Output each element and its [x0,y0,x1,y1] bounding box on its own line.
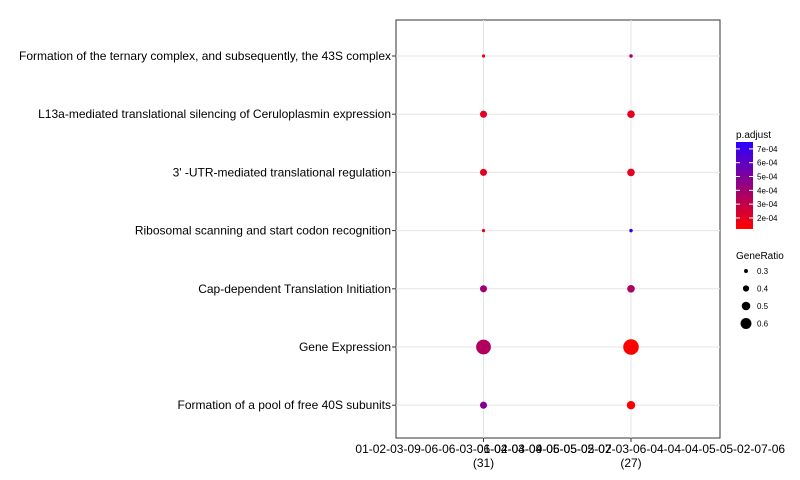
size-legend-dot [742,285,750,292]
size-legend-dot [744,269,748,273]
data-points [476,54,639,410]
y-tick-label: Formation of the ternary complex, and su… [19,49,391,63]
data-point [623,339,639,355]
size-legend-label: 0.6 [757,320,769,329]
color-legend-title: p.adjust [736,130,771,141]
data-point [627,284,635,293]
color-legend: p.adjust 7e-04 6e-04 5e-04 4e-04 3e-04 2e-04 [736,130,778,229]
x-tick-count-label: (27) [620,456,641,470]
y-tick-label: Cap-dependent Translation Initiation [198,282,391,296]
y-tick-label: L13a-mediated translational silencing of… [38,107,391,121]
y-tick-label: Gene Expression [299,340,391,354]
data-point [627,168,635,177]
color-legend-label: 4e-04 [757,186,778,195]
data-point [481,54,486,58]
size-legend-dot [740,318,752,329]
size-legend-dot [741,301,751,311]
size-legend-title: GeneRatio [736,251,784,262]
y-tick-label: Ribosomal scanning and start codon recog… [135,224,391,238]
x-tick-label: 01-02-03-09-06-06-03-06-04-04-04-05-05-0… [355,442,611,456]
data-point [629,54,633,58]
y-tick-label: 3' -UTR-mediated translational regulatio… [173,165,391,179]
x-axis: 01-02-03-09-06-06-03-06-04-04-04-05-05-0… [355,438,785,470]
data-point [479,401,488,409]
data-point [479,285,488,293]
color-legend-label: 3e-04 [757,200,778,209]
data-point [476,339,491,355]
color-legend-label: 5e-04 [757,173,778,182]
data-point [479,110,488,118]
x-tick-count-label: (31) [473,456,494,470]
data-point [629,228,633,233]
size-legend-label: 0.4 [757,285,769,294]
size-legend-label: 0.5 [757,302,769,311]
color-legend-label: 2e-04 [757,214,778,223]
panel-background [395,19,721,439]
y-axis: Formation of the ternary complex, and su… [19,49,396,412]
x-tick-label: 01-02-03-09-06-05-05-02-03-06-04-04-04-0… [477,442,786,456]
color-legend-label: 7e-04 [757,145,778,154]
color-legend-label: 6e-04 [757,159,778,168]
y-tick-label: Formation of a pool of free 40S subunits [178,398,391,412]
data-point [627,110,635,119]
data-point [479,168,488,176]
data-point [481,229,486,233]
size-legend-label: 0.3 [757,267,769,276]
size-legend: GeneRatio 0.3 0.4 0.5 0.6 [736,251,784,329]
data-point [626,400,636,410]
color-legend-bar [736,142,753,229]
